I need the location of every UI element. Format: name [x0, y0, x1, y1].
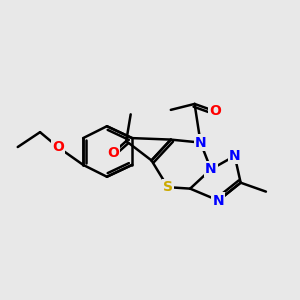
Text: N: N — [205, 162, 217, 176]
Text: N: N — [212, 194, 224, 208]
Text: N: N — [229, 149, 241, 163]
Text: N: N — [195, 136, 206, 150]
Text: O: O — [209, 104, 221, 118]
Text: O: O — [52, 140, 64, 154]
Text: O: O — [107, 146, 119, 160]
Text: S: S — [163, 180, 173, 194]
